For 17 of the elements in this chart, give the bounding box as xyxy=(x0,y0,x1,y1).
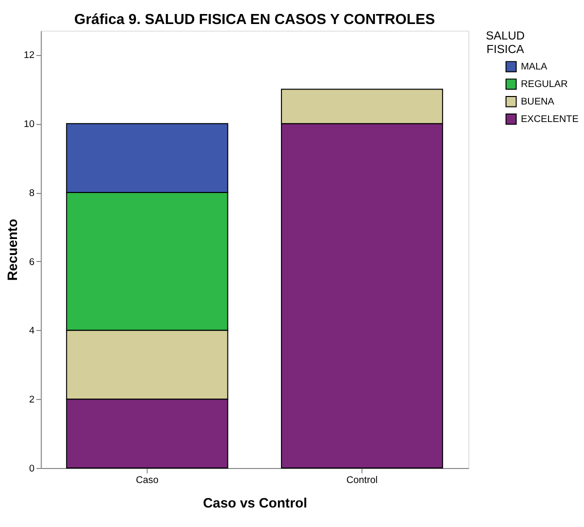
y-tick-label: 12 xyxy=(24,50,34,62)
y-tick-label: 8 xyxy=(29,188,34,199)
chart-title: Gráfica 9. SALUD FISICA EN CASOS Y CONTROLES xyxy=(74,12,436,28)
y-tick-label: 10 xyxy=(24,119,36,130)
y-tick-label: 6 xyxy=(29,256,34,268)
legend-label: MALA xyxy=(520,62,548,73)
legend-label: REGULAR xyxy=(520,79,568,90)
x-axis-title: Caso vs Control xyxy=(202,495,308,510)
y-axis-title: Recuento xyxy=(4,218,20,281)
legend-title: SALUD FISICA xyxy=(486,29,525,56)
legend-label: EXCELENTE xyxy=(520,114,580,126)
y-tick-label: 0 xyxy=(29,463,36,474)
legend-label: BUENA xyxy=(520,96,555,108)
x-tick-label: Control xyxy=(346,475,378,486)
x-tick-label: Caso xyxy=(136,475,158,486)
y-tick-label: 4 xyxy=(29,326,36,337)
y-tick-label: 2 xyxy=(29,394,34,406)
